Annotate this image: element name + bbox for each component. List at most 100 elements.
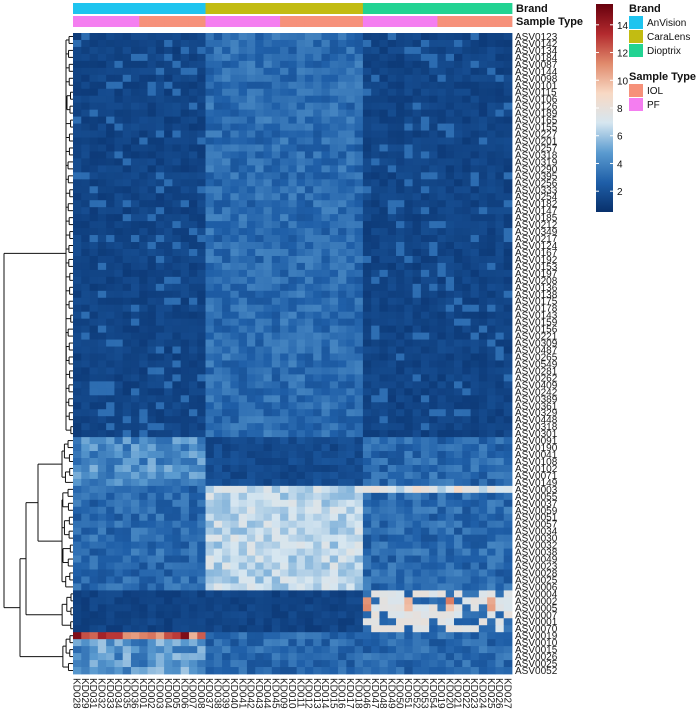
heatmap-cell [413,207,422,214]
heatmap-cell [106,444,115,451]
heatmap-cell [197,158,206,165]
heatmap-cell [164,333,173,340]
heatmap-cell [379,249,388,256]
heatmap-cell [123,193,132,200]
heatmap-cell [98,611,107,618]
heatmap-cell [446,583,455,590]
heatmap-cell [363,305,372,312]
heatmap-cell [355,395,364,402]
heatmap-cell [156,249,165,256]
heatmap-cell [363,374,372,381]
heatmap-cell [305,409,314,416]
heatmap-cell [504,583,513,590]
heatmap-cell [371,472,380,479]
heatmap-cell [131,597,140,604]
heatmap-cell [90,124,99,131]
heatmap-cell [429,158,438,165]
heatmap-cell [462,430,471,437]
heatmap-cell [388,535,397,542]
heatmap-cell [454,604,463,611]
heatmap-cell [131,291,140,298]
heatmap-cell [280,305,289,312]
heatmap-cell [313,535,322,542]
heatmap-cell [197,347,206,354]
heatmap-cell [164,277,173,284]
heatmap-cell [255,47,264,54]
heatmap-cell [388,221,397,228]
heatmap-cell [288,563,297,570]
heatmap-cell [504,416,513,423]
heatmap-cell [131,514,140,521]
heatmap-cell [321,381,330,388]
heatmap-cell [313,193,322,200]
heatmap-cell [396,416,405,423]
heatmap-cell [255,569,264,576]
heatmap-cell [172,103,181,110]
heatmap-cell [346,611,355,618]
heatmap-cell [346,367,355,374]
heatmap-cell [504,590,513,597]
heatmap-cell [421,590,430,597]
heatmap-cell [222,47,231,54]
heatmap-cell [156,75,165,82]
heatmap-cell [437,256,446,263]
heatmap-cell [181,131,190,138]
heatmap-cell [404,521,413,528]
heatmap-cell [197,319,206,326]
heatmap-cell [230,381,239,388]
heatmap-cell [421,179,430,186]
heatmap-cell [280,528,289,535]
heatmap-cell [363,528,372,535]
heatmap-cell [181,40,190,47]
heatmap-cell [355,347,364,354]
heatmap-cell [239,144,248,151]
heatmap-cell [189,563,198,570]
heatmap-cell [239,110,248,117]
heatmap-cell [363,535,372,542]
heatmap-cell [462,374,471,381]
heatmap-cell [189,235,198,242]
heatmap-cell [487,423,496,430]
heatmap-cell [206,89,215,96]
heatmap-cell [446,263,455,270]
heatmap-cell [206,33,215,40]
heatmap-cell [181,172,190,179]
sample-type-annotation-label: Sample Type [516,16,583,28]
heatmap-cell [371,514,380,521]
heatmap-cell [123,61,132,68]
heatmap-cell [495,367,504,374]
sample-type-annotation-cell [123,16,132,27]
heatmap-cell [437,291,446,298]
brand-annotation-label: Brand [516,3,548,15]
heatmap-cell [148,611,157,618]
heatmap-cell [396,61,405,68]
heatmap-cell [388,263,397,270]
heatmap-cell [189,354,198,361]
heatmap-cell [148,263,157,270]
heatmap-cell [156,40,165,47]
heatmap-cell [305,96,314,103]
heatmap-cell [479,82,488,89]
heatmap-cell [462,444,471,451]
heatmap-cell [471,40,480,47]
heatmap-cell [330,172,339,179]
heatmap-cell [280,597,289,604]
heatmap-cell [429,144,438,151]
heatmap-cell [222,360,231,367]
heatmap-cell [379,138,388,145]
heatmap-cell [206,590,215,597]
heatmap-cell [247,270,256,277]
heatmap-cell [189,68,198,75]
heatmap-cell [239,618,248,625]
heatmap-cell [437,103,446,110]
sample-type-annotation-cell [272,16,281,27]
heatmap-cell [421,597,430,604]
heatmap-cell [214,305,223,312]
heatmap-cell [413,144,422,151]
heatmap-cell [462,305,471,312]
heatmap-cell [313,89,322,96]
heatmap-cell [214,68,223,75]
heatmap-cell [371,40,380,47]
heatmap-cell [197,542,206,549]
heatmap-cell [131,402,140,409]
